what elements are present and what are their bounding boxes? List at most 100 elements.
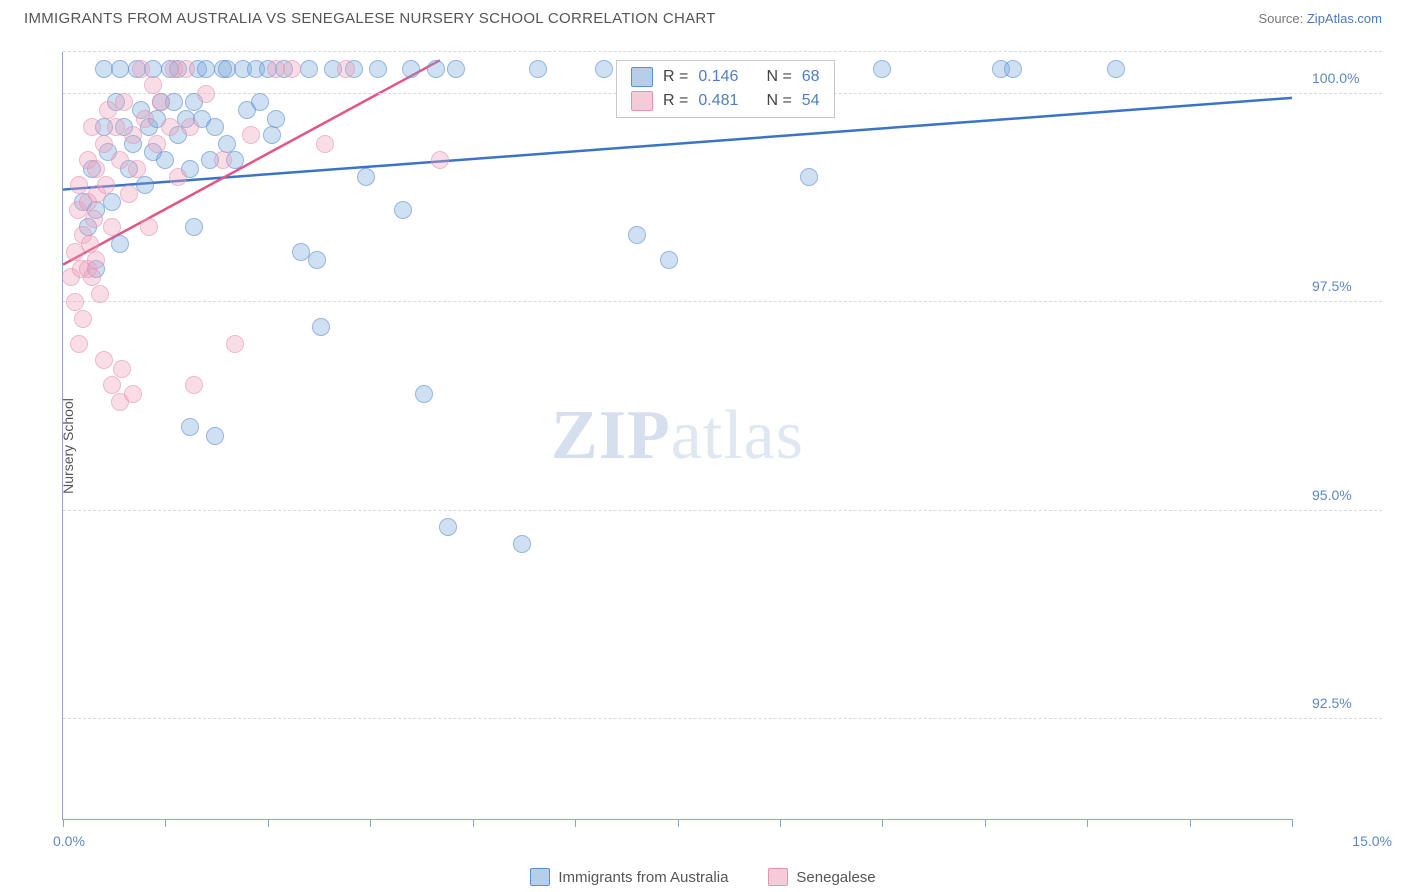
scatter-point xyxy=(124,385,142,403)
stat-n-label: N = xyxy=(766,68,791,86)
scatter-point xyxy=(115,93,133,111)
scatter-point xyxy=(111,60,129,78)
scatter-point xyxy=(140,218,158,236)
stat-row: R = 0.481 N = 54 xyxy=(617,89,834,113)
scatter-point xyxy=(161,118,179,136)
x-tick xyxy=(985,819,986,827)
scatter-point xyxy=(136,110,154,128)
x-tick xyxy=(882,819,883,827)
scatter-point xyxy=(267,60,285,78)
scatter-point xyxy=(111,151,129,169)
scatter-point xyxy=(113,360,131,378)
legend-swatch-pink xyxy=(768,868,788,886)
y-tick-label: 100.0% xyxy=(1302,70,1382,86)
scatter-point xyxy=(595,60,613,78)
stat-swatch xyxy=(631,67,653,87)
stat-r-label: R = xyxy=(663,92,688,110)
scatter-point xyxy=(91,285,109,303)
scatter-point xyxy=(107,118,125,136)
x-min-label: 0.0% xyxy=(53,833,85,849)
scatter-point xyxy=(197,60,215,78)
scatter-point xyxy=(70,335,88,353)
scatter-point xyxy=(206,427,224,445)
scatter-point xyxy=(316,135,334,153)
source-attribution: Source: ZipAtlas.com xyxy=(1258,11,1382,26)
stat-r-label: R = xyxy=(663,68,688,86)
scatter-point xyxy=(513,535,531,553)
scatter-point xyxy=(95,60,113,78)
scatter-point xyxy=(132,60,150,78)
x-tick xyxy=(678,819,679,827)
stat-n-value: 68 xyxy=(802,68,820,86)
scatter-point xyxy=(83,118,101,136)
scatter-point xyxy=(111,235,129,253)
scatter-point xyxy=(292,243,310,261)
scatter-point xyxy=(177,60,195,78)
correlation-stat-box: R =0.146N =68R =0.481N =54 xyxy=(616,60,835,118)
x-tick xyxy=(1292,819,1293,827)
scatter-point xyxy=(152,93,170,111)
scatter-point xyxy=(873,60,891,78)
scatter-point xyxy=(74,310,92,328)
bottom-legend: Immigrants from Australia Senegalese xyxy=(0,868,1406,886)
stat-r-value: 0.481 xyxy=(698,92,738,110)
x-tick xyxy=(780,819,781,827)
scatter-point xyxy=(83,268,101,286)
scatter-plot: ZIPatlas 92.5%95.0%97.5%100.0%0.0%15.0%R… xyxy=(62,52,1292,820)
y-tick-label: 92.5% xyxy=(1302,695,1382,711)
scatter-point xyxy=(529,60,547,78)
x-tick xyxy=(370,819,371,827)
scatter-point xyxy=(218,60,236,78)
x-tick xyxy=(165,819,166,827)
scatter-point xyxy=(402,60,420,78)
stat-n-value: 54 xyxy=(802,92,820,110)
scatter-point xyxy=(439,518,457,536)
chart-header: IMMIGRANTS FROM AUSTRALIA VS SENEGALESE … xyxy=(0,0,1406,33)
scatter-point xyxy=(185,376,203,394)
y-tick-label: 95.0% xyxy=(1302,487,1382,503)
trend-lines xyxy=(63,52,1292,819)
chart-area: Nursery School ZIPatlas 92.5%95.0%97.5%1… xyxy=(20,40,1392,852)
watermark: ZIPatlas xyxy=(551,396,804,476)
source-link[interactable]: ZipAtlas.com xyxy=(1307,11,1382,26)
scatter-point xyxy=(144,76,162,94)
stat-n-label: N = xyxy=(766,92,791,110)
scatter-point xyxy=(337,60,355,78)
scatter-point xyxy=(1107,60,1125,78)
scatter-point xyxy=(95,351,113,369)
x-max-label: 15.0% xyxy=(1352,833,1392,849)
legend-label-australia: Immigrants from Australia xyxy=(558,869,728,886)
gridline-h-top xyxy=(63,51,1382,52)
scatter-point xyxy=(124,126,142,144)
y-tick-label: 97.5% xyxy=(1302,278,1382,294)
scatter-point xyxy=(312,318,330,336)
x-tick xyxy=(473,819,474,827)
scatter-point xyxy=(181,418,199,436)
x-tick xyxy=(268,819,269,827)
scatter-point xyxy=(251,93,269,111)
scatter-point xyxy=(394,201,412,219)
scatter-point xyxy=(447,60,465,78)
scatter-point xyxy=(81,235,99,253)
scatter-point xyxy=(97,176,115,194)
scatter-point xyxy=(103,376,121,394)
scatter-point xyxy=(156,151,174,169)
chart-title: IMMIGRANTS FROM AUSTRALIA VS SENEGALESE … xyxy=(24,10,716,27)
scatter-point xyxy=(214,151,232,169)
scatter-point xyxy=(120,185,138,203)
scatter-point xyxy=(128,160,146,178)
gridline-h xyxy=(63,718,1382,719)
scatter-point xyxy=(66,293,84,311)
stat-swatch xyxy=(631,91,653,111)
scatter-point xyxy=(267,110,285,128)
stat-row: R =0.146N =68 xyxy=(617,65,834,89)
gridline-h xyxy=(63,301,1382,302)
scatter-point xyxy=(300,60,318,78)
legend-item-senegalese: Senegalese xyxy=(768,868,875,886)
scatter-point xyxy=(99,101,117,119)
x-tick xyxy=(1190,819,1191,827)
scatter-point xyxy=(357,168,375,186)
scatter-point xyxy=(283,60,301,78)
scatter-point xyxy=(181,118,199,136)
source-prefix: Source: xyxy=(1258,11,1306,26)
